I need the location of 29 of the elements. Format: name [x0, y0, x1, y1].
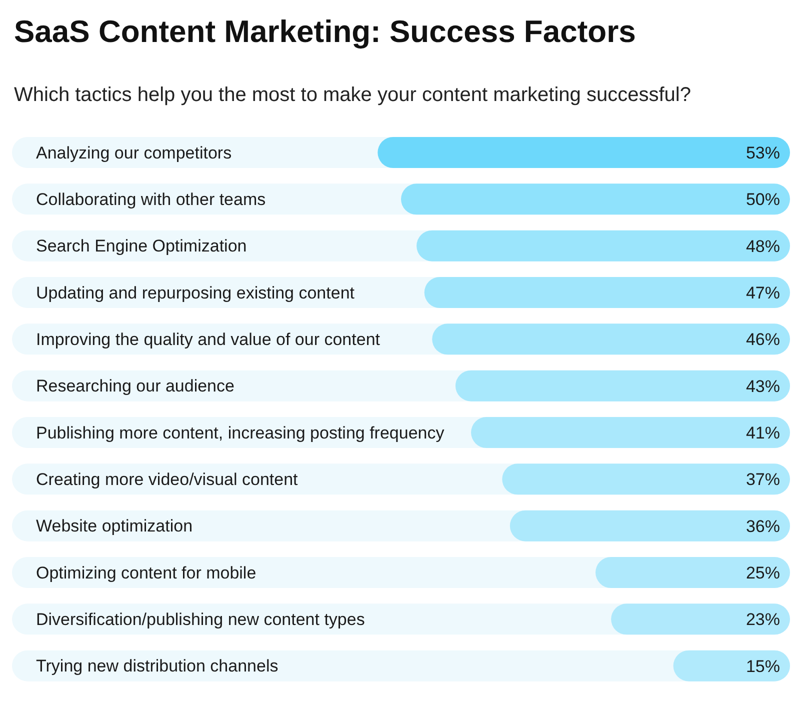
data-label: 23% [746, 610, 780, 630]
data-label: 41% [746, 424, 780, 442]
data-label: 47% [746, 284, 780, 302]
bar [596, 557, 790, 588]
data-label: 53% [746, 144, 780, 162]
data-label: 15% [746, 656, 780, 676]
chart-title: SaaS Content Marketing: Success Factors [14, 14, 637, 50]
data-label: 46% [746, 330, 780, 350]
y-tick-label: Researching our audience [36, 376, 234, 396]
data-label: 37% [746, 470, 780, 490]
data-label: 43% [746, 376, 780, 396]
y-tick-label: Analyzing our competitors [36, 143, 232, 162]
y-tick-label: Publishing more content, increasing posting frequency [36, 423, 445, 442]
data-label: 48% [746, 236, 780, 256]
y-tick-label: Collaborating with other teams [36, 190, 266, 209]
y-tick-label: Creating more video/visual content [36, 470, 298, 489]
bar [673, 650, 790, 682]
data-label: 25% [746, 564, 780, 582]
y-tick-label: Diversification/publishing new content types [36, 610, 365, 629]
y-tick-label: Search Engine Optimization [36, 236, 247, 256]
y-tick-label: Website optimization [36, 516, 193, 536]
bar [611, 604, 790, 635]
chart-subtitle: Which tactics help you the most to make your content marketing successful? [14, 84, 692, 107]
y-tick-label: Improving the quality and value of our content [36, 330, 380, 349]
y-tick-label: Trying new distribution channels [36, 656, 278, 676]
y-tick-label: Optimizing content for mobile [36, 563, 256, 582]
data-label: 36% [746, 516, 780, 536]
data-label: 50% [746, 190, 780, 210]
y-tick-label: Updating and repurposing existing content [36, 283, 355, 302]
